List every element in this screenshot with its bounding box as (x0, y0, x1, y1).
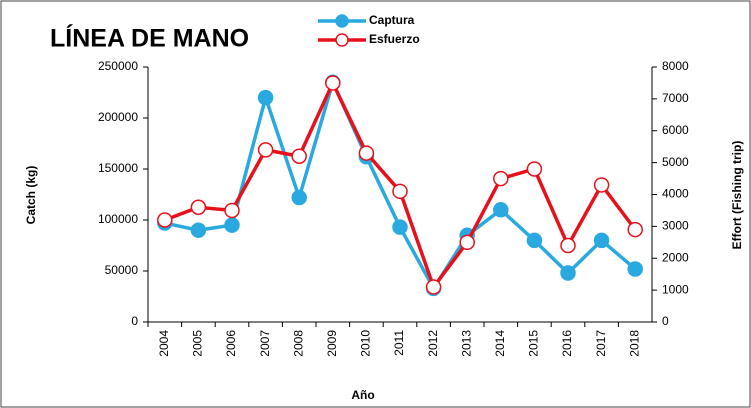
y-tick-label: 0 (131, 314, 138, 328)
chart-title: LÍNEA DE MANO (50, 24, 249, 53)
y2-tick-label: 7000 (662, 91, 689, 105)
legend-label: Esfuerzo (369, 32, 420, 46)
x-tick-label: 2014 (493, 330, 507, 357)
x-tick-label: 2006 (224, 330, 238, 357)
y2-tick-label: 0 (662, 314, 669, 328)
x-axis-label: Año (351, 388, 374, 402)
series-marker (291, 189, 307, 206)
y2-tick-label: 2000 (662, 250, 689, 264)
y-axis-label: Catch (kg) (24, 166, 38, 225)
x-tick-label: 2009 (325, 330, 339, 357)
x-tick-label: 2012 (426, 330, 440, 357)
x-tick-label: 2018 (627, 330, 641, 357)
series-marker (257, 89, 274, 106)
y2-tick-label: 1000 (662, 282, 689, 296)
series-marker (190, 199, 207, 215)
series-marker (325, 75, 341, 91)
y-tick-label: 150000 (98, 161, 138, 175)
y-tick-label: 50000 (105, 263, 139, 277)
series-marker (526, 161, 543, 177)
series-marker (560, 265, 576, 281)
legend-label: Captura (369, 13, 415, 27)
series-marker (257, 142, 274, 158)
series-marker (526, 232, 543, 249)
series-marker (593, 177, 610, 193)
series-marker (627, 261, 643, 277)
series-marker (291, 148, 307, 164)
series-marker (493, 170, 509, 187)
x-tick-label: 2013 (459, 330, 473, 357)
y2-tick-label: 6000 (662, 123, 689, 137)
series-marker (425, 279, 442, 295)
x-tick-label: 2017 (594, 330, 608, 357)
y2-tick-label: 4000 (662, 187, 689, 201)
series-marker (392, 219, 408, 235)
x-tick-label: 2015 (527, 330, 541, 357)
x-tick-label: 2008 (291, 330, 305, 357)
x-tick-label: 2004 (157, 330, 171, 357)
series-marker (493, 202, 509, 218)
legend-marker (335, 33, 349, 47)
series-marker (224, 217, 240, 233)
y2-tick-label: 3000 (662, 219, 689, 233)
legend-marker (335, 14, 349, 28)
y2-axis-label: Effort (Fishing trip) (730, 141, 744, 250)
x-tick-label: 2016 (560, 330, 574, 357)
x-tick-label: 2007 (258, 330, 272, 357)
series-marker (459, 234, 475, 251)
y2-tick-label: 5000 (662, 155, 689, 169)
y-tick-label: 250000 (98, 59, 138, 73)
series-marker (157, 212, 173, 228)
series-marker (560, 237, 576, 254)
series-marker (190, 222, 207, 238)
x-tick-label: 2005 (191, 330, 205, 357)
y-tick-label: 100000 (98, 212, 138, 226)
y-tick-label: 200000 (98, 110, 138, 124)
y2-tick-label: 8000 (662, 59, 689, 73)
series-marker (593, 232, 610, 249)
x-tick-label: 2011 (392, 330, 406, 356)
series-marker (392, 183, 408, 200)
series-marker (224, 202, 240, 219)
series-marker (358, 145, 375, 161)
x-tick-label: 2010 (359, 330, 373, 357)
series-marker (627, 221, 643, 238)
